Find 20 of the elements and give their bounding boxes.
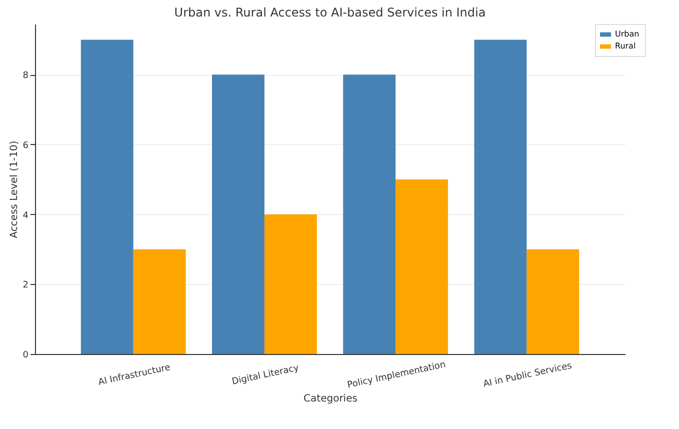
legend-label: Rural [615,42,636,50]
x-axis-title: Categories [304,394,358,405]
bar [80,40,134,354]
bar [343,74,396,354]
y-tick-label: 6 [22,140,29,151]
y-tick-label: 8 [22,71,29,82]
y-axis-title: Access Level (1-10) [8,140,20,238]
bar [212,74,264,354]
chart-title: Urban vs. Rural Access to AI-based Services in India [174,6,486,20]
x-tick-label: Digital Literacy [231,363,300,388]
y-tick-label: 2 [22,280,28,291]
bar [526,249,580,354]
bar [474,40,527,354]
legend-label: Urban [615,30,640,38]
bar [133,249,186,354]
bar [396,179,448,354]
y-tick-label: 0 [22,350,29,360]
x-tick-label: AI in Public Services [482,361,574,390]
bar [264,214,317,354]
y-tick-label: 4 [22,210,29,221]
